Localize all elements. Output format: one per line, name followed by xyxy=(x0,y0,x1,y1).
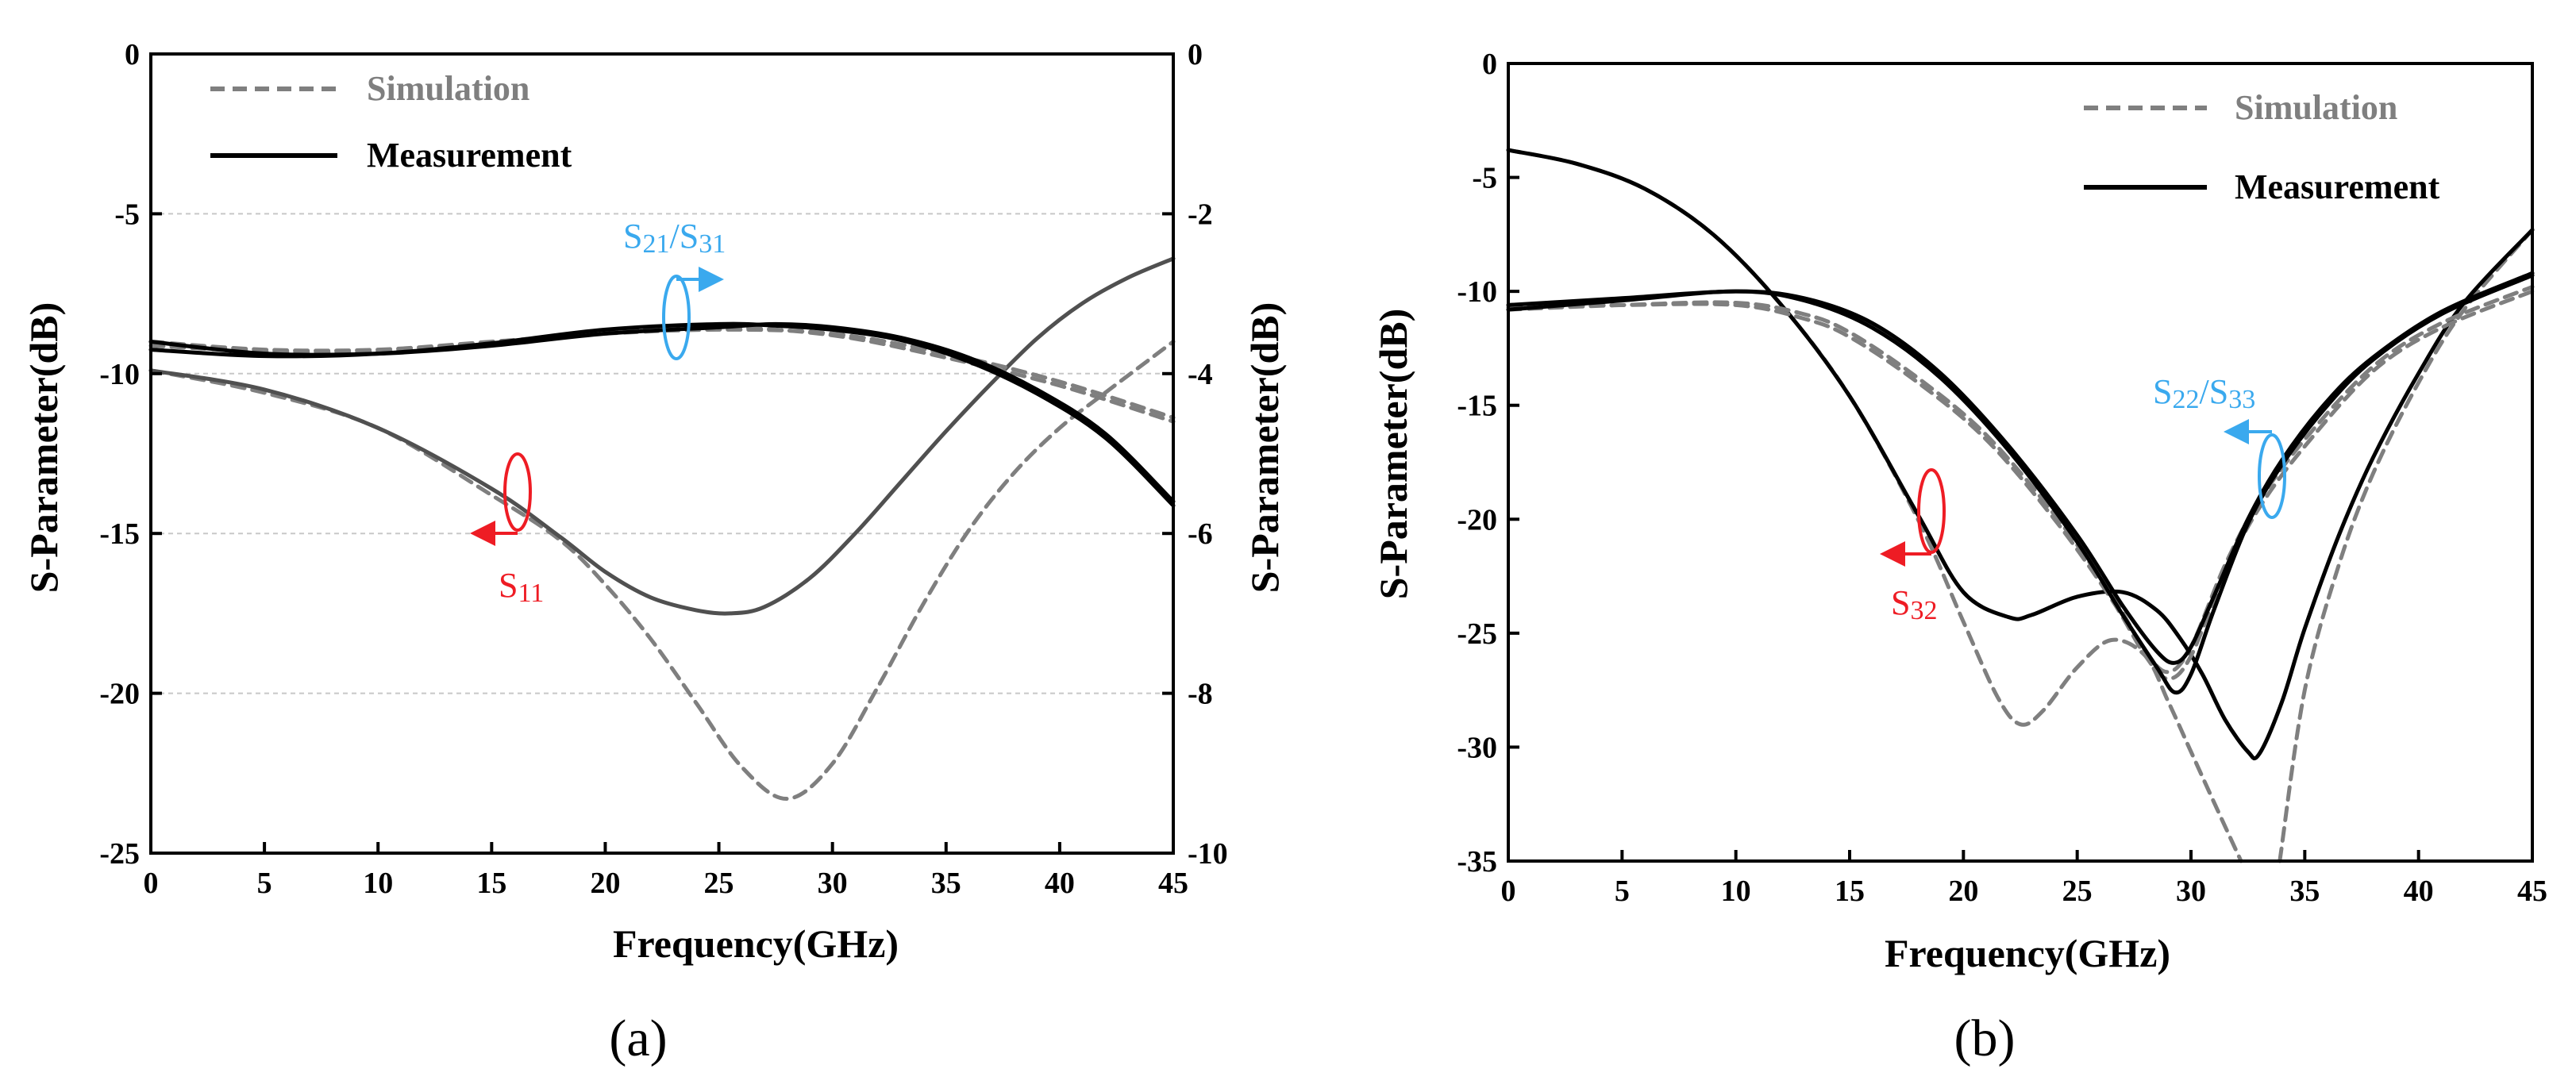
y-tick-label: 0 xyxy=(125,38,140,71)
chart-panel-b: S32 S22/S33 Simulation Measurement 0 5 10 1… xyxy=(1371,48,2547,1067)
panel-label-a: (a) xyxy=(609,1009,667,1067)
s22-s33-annotation: S22/S33 xyxy=(2153,372,2286,519)
s22-s33-label: S22/S33 xyxy=(2153,372,2255,414)
series-s31-measurement-line xyxy=(148,321,1176,508)
plot-frame xyxy=(149,52,1175,855)
legend: Simulation Measurement xyxy=(2084,88,2440,206)
y-right-tick-label: -6 xyxy=(1188,517,1213,551)
legend: Simulation Measurement xyxy=(210,69,572,175)
x-tick-label: 20 xyxy=(590,867,620,900)
s32-annotation: S32 xyxy=(1880,468,1946,625)
y-tick-label: -25 xyxy=(1457,617,1497,651)
legend-simulation-label: Simulation xyxy=(2235,88,2397,127)
s11-annotation: S11 xyxy=(470,452,544,608)
series-s11-measurement-line xyxy=(148,256,1176,616)
chart-panel-a: S11 S21/S31 Simulation Measurement 0 5 10 1… xyxy=(21,38,1287,1067)
x-tick-label: 5 xyxy=(257,867,272,900)
series-group xyxy=(1506,148,2535,863)
y-tick-label: -15 xyxy=(99,517,140,551)
grid-lines xyxy=(151,213,1173,694)
s21-s31-label: S21/S31 xyxy=(623,217,726,259)
axes: 0 5 10 15 20 25 30 35 40 45 -35 -30 -25 -20 -15 -10 -5 0 xyxy=(1457,48,2547,908)
s22-s33-ellipse xyxy=(2258,433,2286,519)
x-tick-label: 35 xyxy=(931,867,961,900)
x-axis-label: Frequency(GHz) xyxy=(1885,931,2170,975)
x-tick-label: 15 xyxy=(1835,875,1865,908)
y-tick-label: -25 xyxy=(99,837,140,871)
plot-frame xyxy=(1507,62,2534,863)
x-tick-label: 0 xyxy=(1501,875,1516,908)
legend-simulation-label: Simulation xyxy=(367,69,529,108)
y-tick-label: -20 xyxy=(1457,503,1497,536)
x-tick-label: 0 xyxy=(144,867,159,900)
x-tick-label: 35 xyxy=(2289,875,2320,908)
x-tick-label: 30 xyxy=(818,867,848,900)
series-s32-simulation-line xyxy=(1506,148,2243,863)
y-tick-label: -35 xyxy=(1457,845,1497,879)
x-axis-label: Frequency(GHz) xyxy=(613,921,899,966)
y-right-tick-label: -2 xyxy=(1188,198,1213,231)
series-s22-measurement-line xyxy=(1506,273,2535,695)
x-tick-label: 10 xyxy=(1721,875,1751,908)
y-tick-label: -5 xyxy=(114,198,140,231)
series-s32-measurement-line xyxy=(1506,148,2535,761)
y-tick-label: -10 xyxy=(99,358,140,391)
y-tick-label: -30 xyxy=(1457,731,1497,764)
x-tick-label: 30 xyxy=(2176,875,2206,908)
y-right-tick-label: 0 xyxy=(1188,38,1203,71)
x-tick-label: 25 xyxy=(704,867,734,900)
x-tick-label: 45 xyxy=(2517,875,2547,908)
y-axis-label-right: S-Parameter(dB) xyxy=(1242,302,1287,594)
x-tick-label: 20 xyxy=(1948,875,1978,908)
x-tick-label: 40 xyxy=(2404,875,2434,908)
x-tick-label: 25 xyxy=(2062,875,2093,908)
y-tick-label: 0 xyxy=(1482,48,1497,81)
s11-ellipse xyxy=(503,452,532,532)
y-tick-label: -20 xyxy=(99,678,140,711)
x-tick-label: 15 xyxy=(476,867,506,900)
series-s11-simulation-line xyxy=(148,340,1176,802)
y-right-tick-label: -8 xyxy=(1188,678,1213,711)
legend-measurement-label: Measurement xyxy=(367,136,572,175)
y-tick-label: -15 xyxy=(1457,390,1497,423)
y-axis-label: S-Parameter(dB) xyxy=(1371,309,1415,600)
panel-label-b: (b) xyxy=(1954,1009,2016,1067)
s11-label: S11 xyxy=(499,566,544,608)
y-axis-label: S-Parameter(dB) xyxy=(21,302,66,594)
s32-label: S32 xyxy=(1891,583,1937,625)
s21-s31-annotation: S21/S31 xyxy=(623,217,726,360)
x-tick-label: 45 xyxy=(1158,867,1188,900)
series-s33-measurement-line xyxy=(1506,271,2535,665)
legend-measurement-label: Measurement xyxy=(2235,167,2440,206)
axes: 0 5 10 15 20 25 30 35 40 45-25-20-15-10-50-10-8-6… xyxy=(99,38,1227,900)
x-tick-label: 5 xyxy=(1615,875,1630,908)
x-tick-label: 40 xyxy=(1045,867,1075,900)
series-s32-simulation-rise-line xyxy=(2278,228,2535,863)
y-right-tick-label: -4 xyxy=(1188,358,1213,391)
s21-s31-ellipse xyxy=(662,275,691,360)
y-tick-label: -5 xyxy=(1472,162,1497,195)
y-right-tick-label: -10 xyxy=(1188,837,1228,871)
x-tick-label: 10 xyxy=(363,867,393,900)
y-tick-label: -10 xyxy=(1457,275,1497,309)
series-group xyxy=(148,256,1176,802)
